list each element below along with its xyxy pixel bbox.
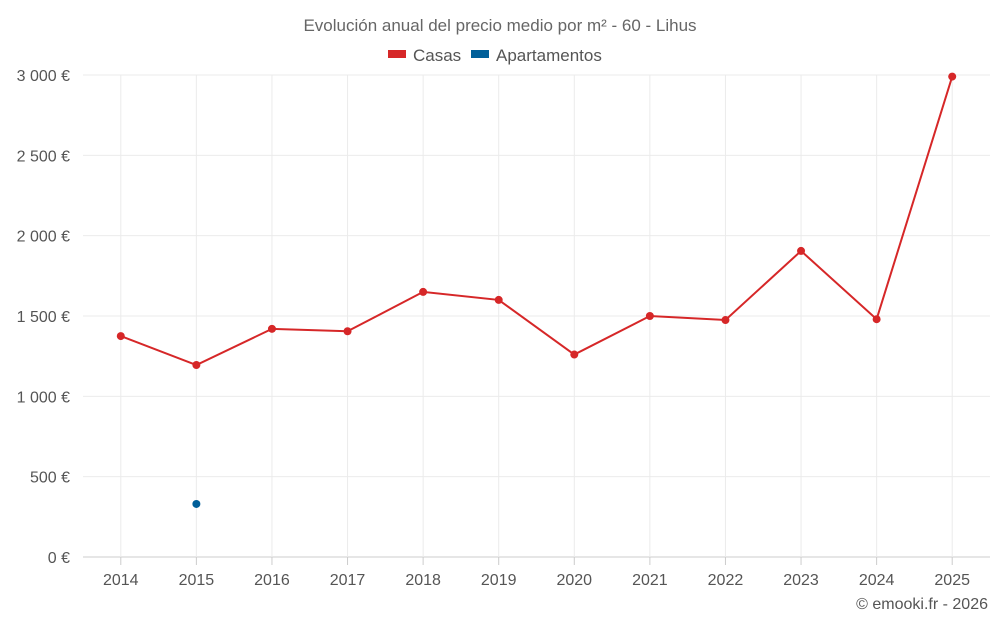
y-tick-label: 2 500 € [17,148,70,165]
x-tick-label: 2021 [632,572,668,589]
y-axis: 0 € 500 € 1 000 € 1 500 € 2 000 € 2 500 € 3 00… [17,68,70,567]
data-point-casas[interactable] [645,312,654,320]
credit-text: © emooki.fr - 2026 [856,596,988,613]
data-point-casas[interactable] [721,316,730,325]
data-point-casas[interactable] [872,315,881,324]
x-tick-label: 2017 [330,572,366,589]
x-tick-label: 2014 [103,572,139,589]
x-tick-label: 2015 [179,572,215,589]
data-point-casas[interactable] [267,324,276,333]
data-point-casas[interactable] [494,295,503,304]
x-tick-label: 2018 [405,572,441,589]
data-point-casas[interactable] [570,350,579,359]
series-line-casas [120,76,954,367]
legend-swatch-casas [388,50,406,58]
data-point-casas[interactable] [419,287,428,296]
data-point-casas[interactable] [192,361,201,370]
x-tick-label: 2022 [708,572,744,589]
y-tick-label: 2 000 € [17,229,70,246]
grid [83,74,990,558]
x-tick-label: 2016 [254,572,290,589]
x-tick-label: 2019 [481,572,517,589]
y-tick-label: 1 000 € [17,389,70,406]
y-tick-label: 3 000 € [17,68,70,85]
y-tick-label: 1 500 € [17,309,70,326]
x-tick-label: 2024 [859,572,895,589]
data-point-casas[interactable] [343,327,352,336]
legend-swatch-apartamentos [471,50,489,58]
chart-title: Evolución anual del precio medio por m² … [303,16,696,35]
legend-label-casas: Casas [413,46,461,65]
legend-item-casas[interactable]: Casas [388,46,461,65]
x-tick-label: 2023 [783,572,819,589]
x-tick-label: 2020 [556,572,592,589]
legend-item-apartamentos[interactable]: Apartamentos [471,46,602,65]
data-point-casas[interactable] [116,332,125,341]
data-point-apartamentos[interactable] [192,499,201,508]
legend-label-apartamentos: Apartamentos [496,46,602,65]
data-point-casas[interactable] [797,246,806,255]
y-tick-label: 500 € [30,470,70,487]
series-layer [116,72,957,508]
data-point-casas[interactable] [948,72,957,81]
legend: Casas Apartamentos [388,46,602,65]
y-tick-label: 0 € [48,550,70,567]
x-axis: 2014 2015 2016 2017 2018 2019 2020 2021 2022 2023… [103,557,970,589]
x-tick-label: 2025 [934,572,970,589]
